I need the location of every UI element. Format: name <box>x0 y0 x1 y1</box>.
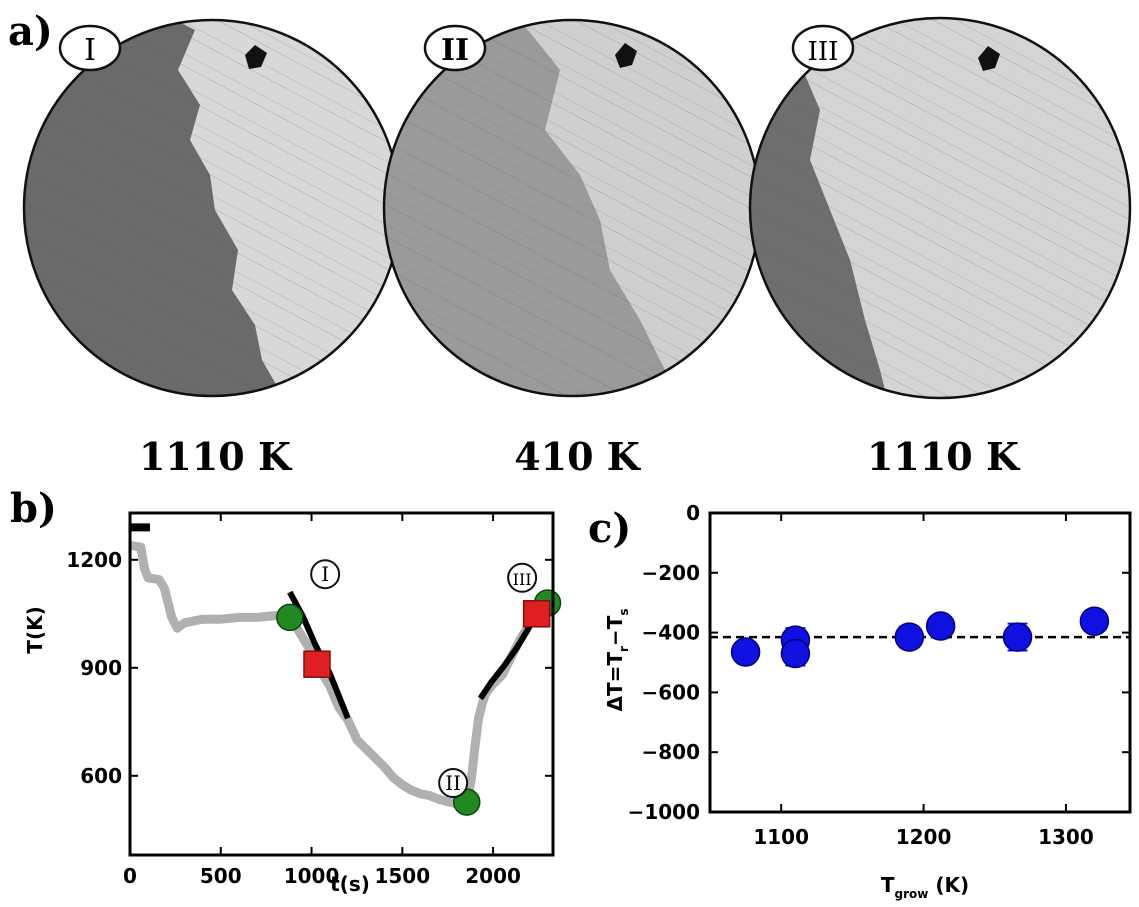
panel-b: b) I II III 0 500 1000 1500 2000 600 900 1200 t(s… <box>0 480 570 907</box>
red-marker-point <box>522 600 551 628</box>
x-tick-label: 1500 <box>374 864 430 888</box>
panel-b-plot-frame <box>128 511 555 857</box>
panel-b-x-axis-label: t(s) <box>330 872 370 896</box>
panel-a: a) I I <box>8 8 1132 479</box>
micrograph-iii-border <box>748 16 1132 400</box>
svg-text:III: III <box>808 37 839 67</box>
stage-annotation-text: III <box>513 570 532 589</box>
x-tick-label: 0 <box>123 864 137 888</box>
data-point <box>1079 606 1110 636</box>
panel-b-label: b) <box>10 485 57 532</box>
micrograph-i <box>24 20 400 396</box>
stage-annotation-text: II <box>445 771 461 795</box>
data-point <box>1002 622 1033 652</box>
panel-c-plot-frame <box>708 511 1132 814</box>
micrograph-ii <box>384 20 760 396</box>
panel-c: c) 1100 1200 1300 0 −200 −400 −600 −800 −1000 Tg… <box>570 480 1139 907</box>
green-marker-point <box>276 603 304 632</box>
marker-iii: III <box>791 24 855 72</box>
y-tick-label: 1200 <box>66 548 122 572</box>
x-tick-label: 1100 <box>753 825 809 849</box>
panel-c-chart: c) 1100 1200 1300 0 −200 −400 −600 −800 −1000 Tg… <box>588 501 1132 901</box>
series-temperature-trace <box>129 540 551 809</box>
data-point <box>925 611 956 641</box>
y-tick-label: −400 <box>641 621 700 645</box>
y-tick-label: −600 <box>641 680 700 704</box>
stage-annotation-text: I <box>321 562 329 586</box>
panel-a-label: a) <box>8 8 53 55</box>
series-fit-2 <box>477 614 538 701</box>
y-tick-label: −1000 <box>628 800 700 824</box>
y-tick-label: −800 <box>641 740 700 764</box>
stage-annotation-circle <box>310 559 341 590</box>
marker-ii: II <box>423 24 487 72</box>
svg-text:II: II <box>441 33 469 68</box>
stage-annotation-circle <box>438 768 469 798</box>
temperature-label-i: 1110 K <box>139 434 293 479</box>
x-tick-label: 2000 <box>465 864 521 888</box>
y-tick-label: −200 <box>641 561 700 585</box>
x-tick-label: 1300 <box>1038 825 1094 849</box>
marker-i: I <box>58 24 122 72</box>
data-point <box>780 638 811 669</box>
x-tick-label: 1200 <box>896 825 952 849</box>
temperature-label-ii: 410 K <box>514 434 642 479</box>
x-tick-label: 500 <box>200 864 242 888</box>
y-tick-label: 600 <box>80 764 122 788</box>
data-point <box>894 622 925 652</box>
y-tick-label: 0 <box>686 501 700 525</box>
panel-c-x-axis-label: Tgrow (K) <box>881 873 969 901</box>
stage-annotation-circle <box>507 562 538 593</box>
temperature-label-iii: 1110 K <box>867 434 1021 479</box>
red-marker-point <box>303 650 331 678</box>
panel-c-label: c) <box>588 505 631 552</box>
micrograph-iii <box>750 18 1130 398</box>
y-tick-label: 900 <box>80 656 122 680</box>
panel-c-y-axis-label: ΔT=Tr−Ts <box>603 608 631 711</box>
panel-a-figure: a) I I <box>8 8 1132 479</box>
data-point <box>730 637 761 667</box>
panel-b-y-axis-label: T(K) <box>23 606 47 653</box>
svg-text:I: I <box>84 33 96 68</box>
x-tick-label: 1000 <box>284 864 340 888</box>
